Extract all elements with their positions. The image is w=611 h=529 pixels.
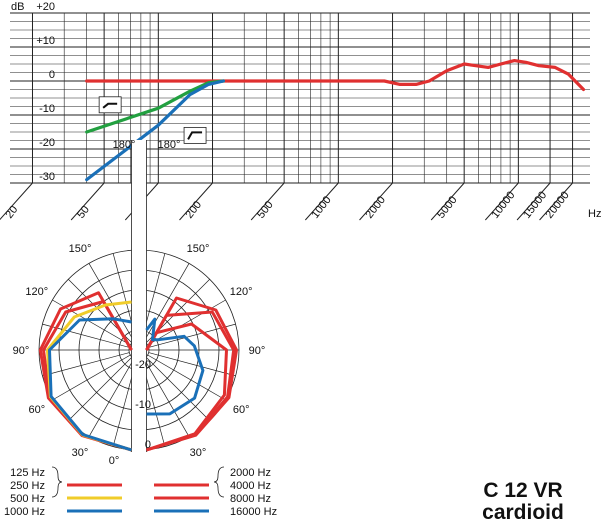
polar-angle-label: 120° [25,286,48,298]
legend-label-right: 2000 Hz [230,467,271,479]
polar-center-gap [131,140,147,455]
filter-symbol-box [183,127,207,144]
polar-angle-label: 90° [249,345,266,357]
legend-label-left: 250 Hz [10,480,45,492]
polar-grid [38,140,240,455]
x-tick-line [359,182,393,221]
polar-pattern-name: cardioid [482,501,564,524]
x-axis-unit-label: Hz [588,208,601,220]
legend-label-right: 8000 Hz [230,493,271,505]
polar-angle-label: 180° [113,139,136,151]
frequency-response-curves [85,59,586,182]
polar-spoke [148,352,236,377]
x-tick-label: 15000 [521,189,549,220]
polar-angle-labels: 0° 30° 30° 60° 60° 90° 90° 120° 120° 150° 150° 180°… [13,139,266,467]
x-tick-label: 500 [255,199,276,221]
polar-curve-right-4 [145,317,205,416]
filter-symbol-1 [98,96,122,114]
x-tick-line [304,182,339,221]
polar-spoke [52,354,131,401]
frequency-chart-grid [10,12,590,184]
x-tick-line [179,182,213,221]
legend-label-left: 1000 Hz [4,506,45,518]
y-tick-label: +10 [36,35,55,47]
model-title: C 12 VR cardioid [448,480,598,524]
legend-label-right: 4000 Hz [230,480,271,492]
polar-angle-label: 30° [72,447,89,459]
polar-curve-right-3 [145,322,228,452]
filter-symbols [98,96,207,144]
polar-spoke [68,356,133,421]
x-tick-line [539,182,573,221]
polar-angle-label: 180° [158,139,181,151]
x-tick-line [516,182,551,221]
x-tick-line [250,182,285,221]
legend-brace-left [51,466,63,498]
x-tick-label: 20000 [543,189,571,220]
filter-symbol-2 [183,127,207,144]
x-tick-label: 50 [75,204,92,221]
polar-angle-label: 60° [28,404,45,416]
y-axis-unit-label: dB [11,1,24,13]
polar-spoke [147,354,226,401]
polar-curves [38,291,238,452]
polar-spoke [143,263,190,342]
x-tick-line [70,182,105,221]
x-tick-label: 20 [3,204,20,221]
response-curve-1 [85,59,586,92]
x-tick-line [0,182,33,221]
legend-label-right: 16000 Hz [230,506,277,518]
x-tick-line [484,182,519,221]
polar-radial-label: 0 [145,439,151,451]
y-tick-label: -30 [39,171,55,183]
frequency-y-tick-labels: +20 +10 0 -10 -20 -30 [36,1,55,183]
polar-spoke [42,352,130,377]
polar-angle-label: 0° [109,455,120,467]
y-tick-label: +20 [36,1,55,13]
frequency-response-chart: 2050100200500100020005000100001500020000… [0,1,601,221]
polar-spoke [88,358,135,437]
y-tick-label: -20 [39,137,55,149]
x-tick-label: 2000 [363,194,388,221]
polar-radial-label: -10 [135,399,151,411]
model-name: C 12 VR [483,479,563,502]
polar-curve-left-4 [48,317,132,452]
x-tick-label: 10000 [489,189,517,220]
polar-radial-labels: 0 -10 -20 [135,359,151,451]
legend-label-left: 125 Hz [10,467,45,479]
x-tick-label: 1000 [309,194,334,221]
x-tick-label: 5000 [435,194,460,221]
x-tick-label: 200 [183,199,204,221]
polar-angle-label: 150° [69,243,92,255]
filter-symbol-glyph [187,131,203,140]
polar-radial-label: -20 [135,359,151,371]
polar-spoke [143,358,190,437]
legend-brace-right [213,466,225,498]
polar-angle-label: 150° [187,243,210,255]
polar-angle-label: 90° [13,345,30,357]
legend-label-left: 500 Hz [10,493,45,505]
frequency-x-tick-labels: 2050100200500100020005000100001500020000 [0,182,573,221]
polar-angle-label: 120° [230,286,253,298]
filter-symbol-glyph [102,102,118,109]
polar-spoke [88,263,135,342]
polar-pattern-chart: 0° 30° 30° 60° 60° 90° 90° 120° 120° 150° 150° 180°… [13,139,266,467]
y-tick-label: -10 [39,103,55,115]
y-tick-label: 0 [49,69,55,81]
polar-angle-label: 30° [190,447,207,459]
x-tick-line [430,182,465,221]
polar-angle-label: 60° [233,404,250,416]
polar-spoke [145,356,210,421]
